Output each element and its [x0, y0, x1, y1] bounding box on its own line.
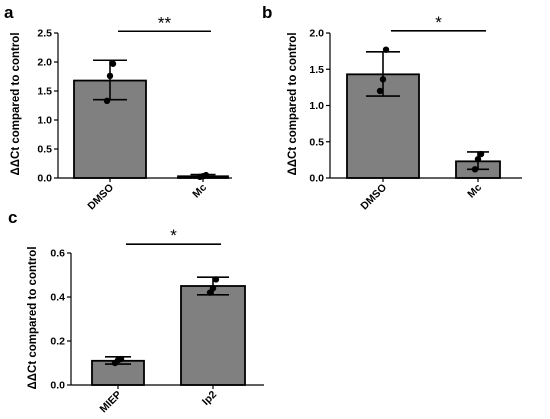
- panel-b-chart: 0.0 0.5 1.0 1.5 2.0 DMSO Mc *: [309, 13, 522, 213]
- panel-c-ylabel: ΔΔCt compared to control: [27, 246, 39, 389]
- data-point: [109, 60, 117, 67]
- data-point: [212, 276, 220, 283]
- panel-c-chart: 0.0 0.2 0.4 0.6 MIEP Ip2 *: [50, 226, 264, 415]
- y-tick-label: 0.2: [50, 336, 65, 348]
- bar-ip2: [180, 285, 246, 386]
- data-point: [471, 166, 479, 173]
- panel-c-letter: c: [8, 208, 17, 227]
- x-tick-label-miep: MIEP: [97, 389, 124, 416]
- x-tick-label-dmso: DMSO: [358, 182, 389, 213]
- x-tick-label-ip2: Ip2: [200, 389, 219, 408]
- panel-a-chart: 0.0 0.5 1.0 1.5 2.0 2.5 DMSO Mc **: [37, 13, 232, 212]
- y-tick-label: 0.0: [50, 380, 65, 392]
- y-tick-label: 2.0: [309, 28, 324, 40]
- y-tick-label: 0.4: [50, 292, 65, 304]
- panel-a-ylabel: ΔΔCt compared to control: [10, 32, 22, 175]
- panel-b-ylabel: ΔΔCt compared to control: [287, 32, 299, 175]
- y-tick-label: 0.5: [309, 136, 324, 148]
- x-tick-label-mc: Mc: [190, 182, 209, 201]
- data-point: [379, 76, 387, 83]
- data-point: [202, 171, 210, 179]
- y-tick-label: 0.5: [37, 144, 52, 156]
- y-tick-label: 2.5: [37, 28, 52, 40]
- data-point: [474, 155, 482, 163]
- data-point: [209, 285, 217, 292]
- significance-label: *: [170, 226, 177, 245]
- significance-label: **: [158, 13, 172, 32]
- data-point: [103, 97, 111, 105]
- data-point: [376, 87, 384, 95]
- y-tick-label: 1.0: [37, 115, 52, 127]
- data-point: [382, 46, 390, 53]
- y-tick-label: 0.0: [37, 173, 52, 185]
- y-tick-label: 2.0: [37, 57, 52, 69]
- y-tick-label: 1.5: [309, 64, 324, 76]
- y-tick-label: 1.5: [37, 86, 52, 98]
- data-point: [117, 355, 125, 363]
- data-point: [106, 72, 114, 80]
- significance-label: *: [435, 13, 442, 32]
- panel-b-letter: b: [262, 3, 272, 22]
- y-tick-label: 0.0: [309, 173, 324, 185]
- data-point: [477, 150, 485, 158]
- panel-a-letter: a: [4, 3, 14, 22]
- y-tick-label: 0.6: [50, 248, 65, 260]
- x-tick-label-dmso: DMSO: [85, 182, 116, 213]
- y-tick-label: 1.0: [309, 100, 324, 112]
- x-tick-label-mc: Mc: [465, 182, 484, 201]
